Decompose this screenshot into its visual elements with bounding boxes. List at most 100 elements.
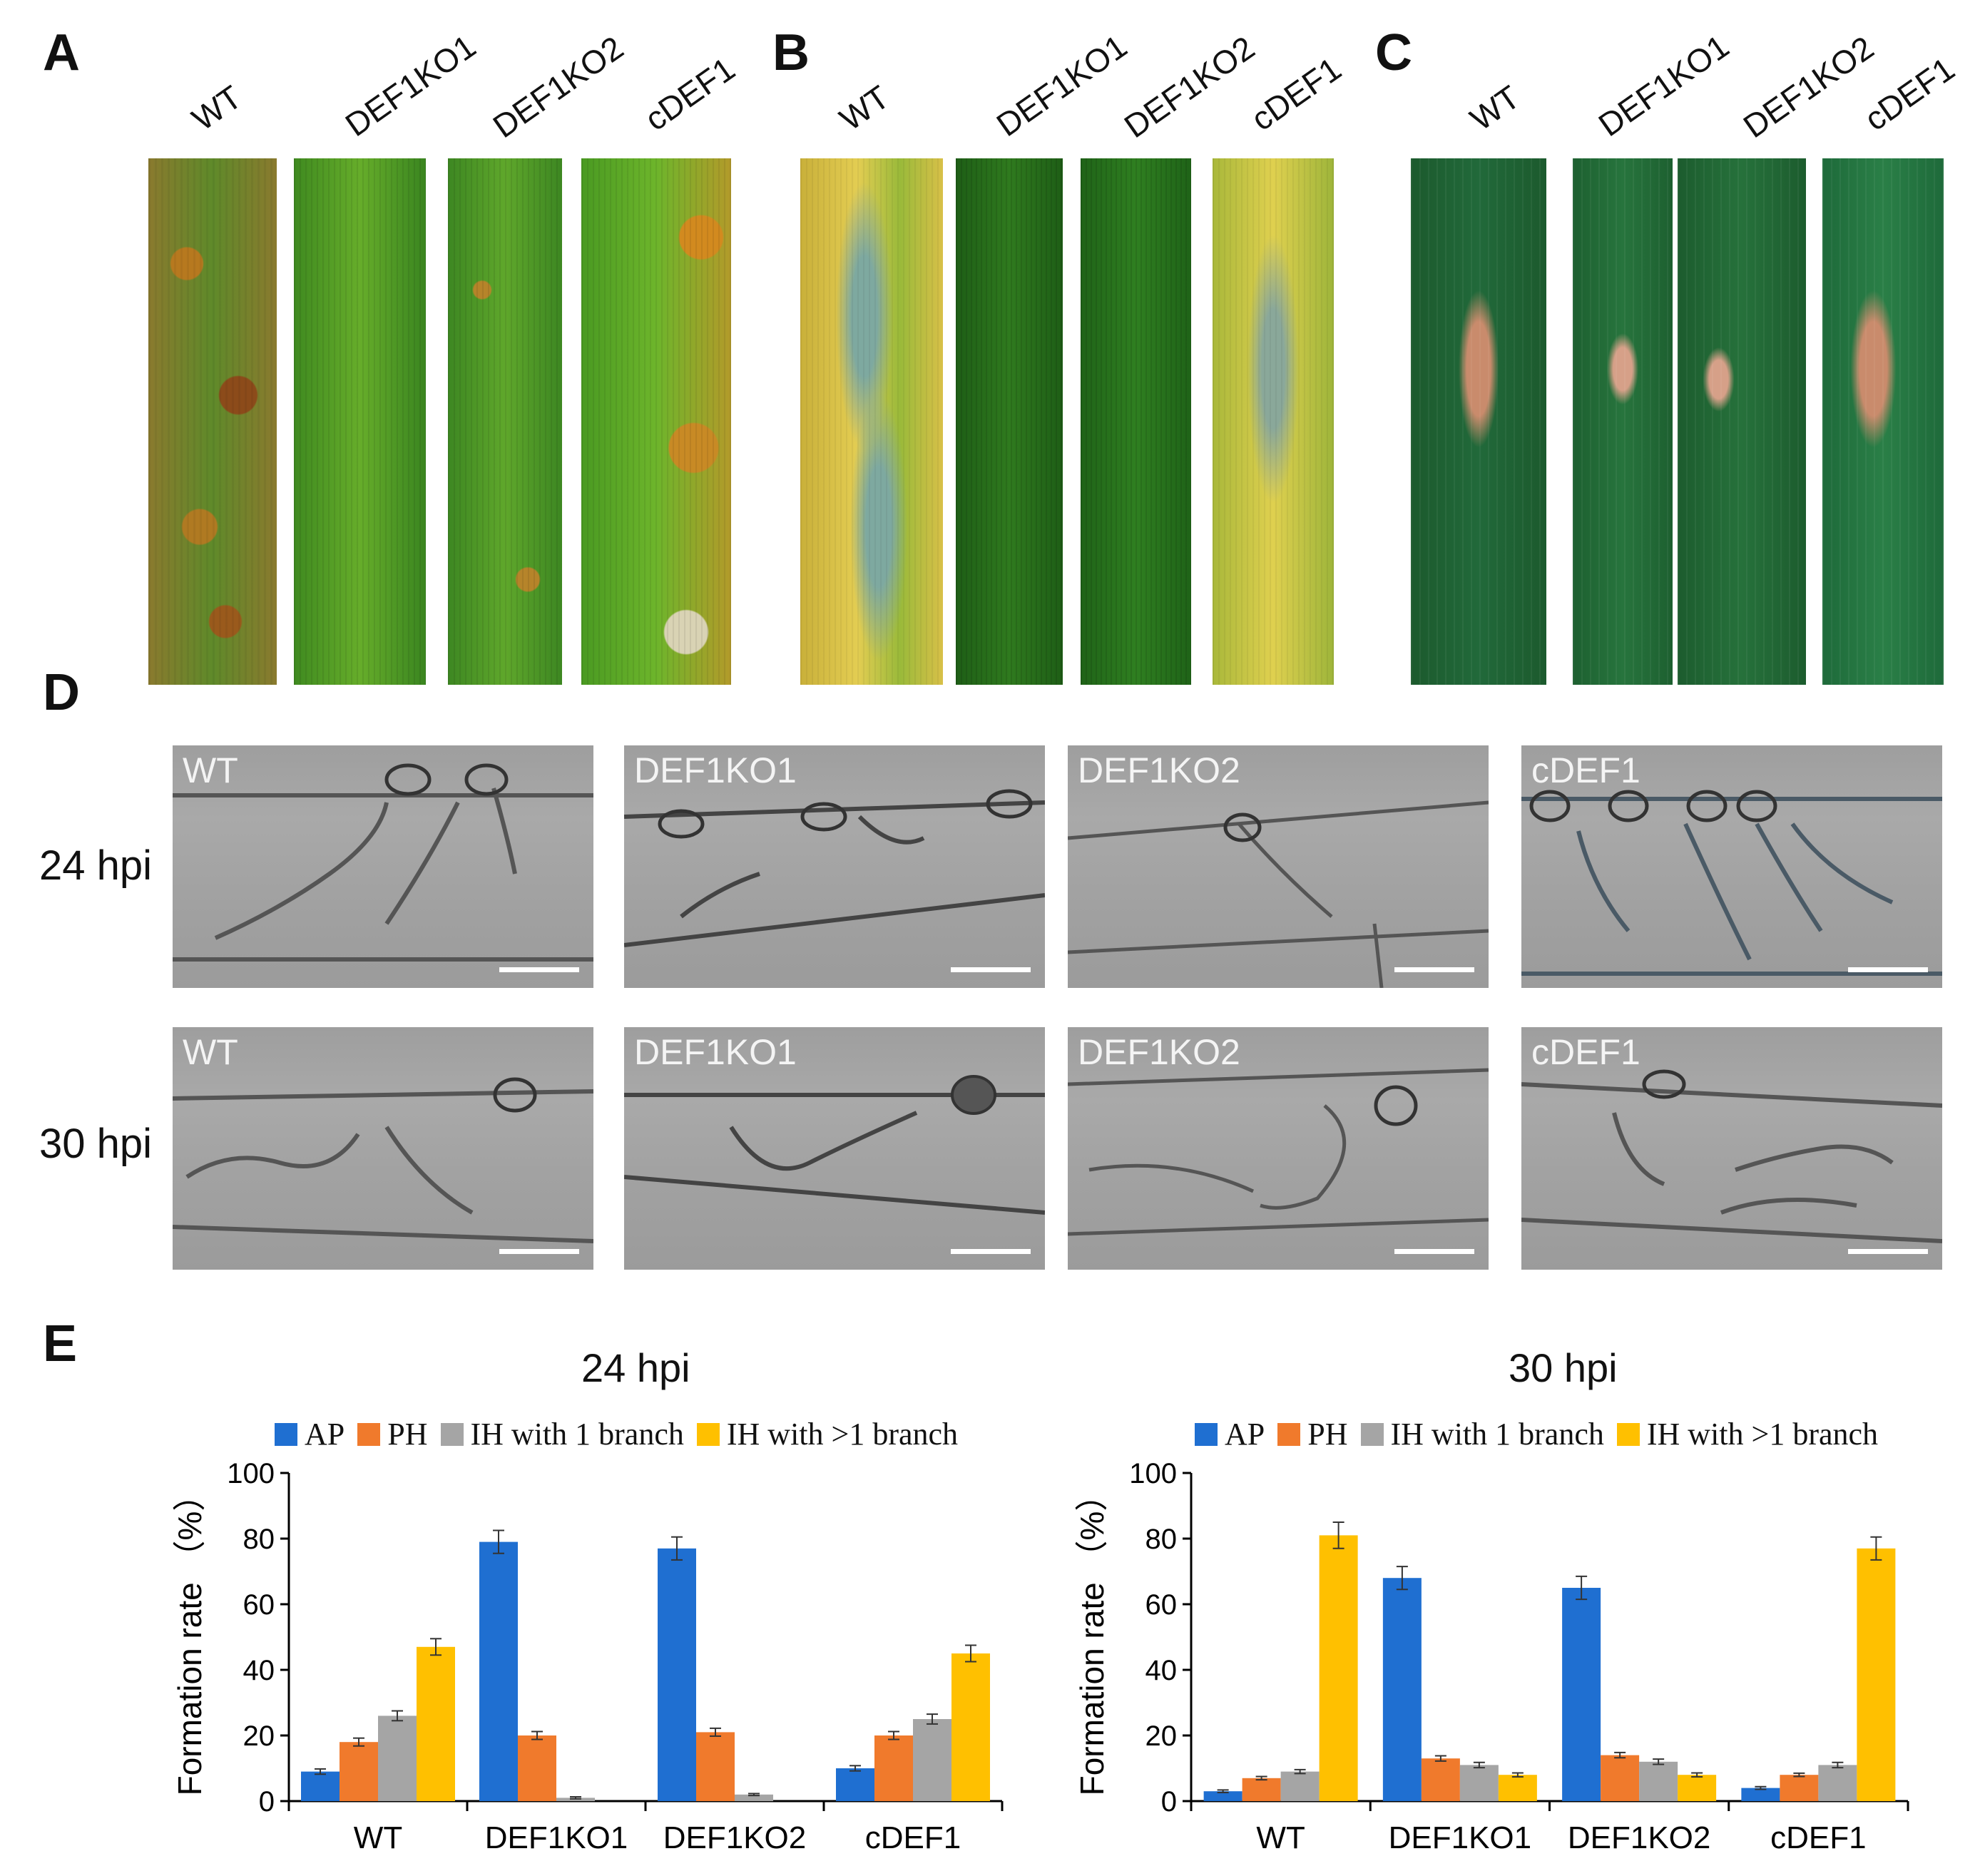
bar-ap-def1ko1 <box>1382 1578 1422 1801</box>
bar-ph-wt <box>340 1742 378 1801</box>
panel-c-label-wt: WT <box>1463 78 1527 138</box>
micrograph-label: DEF1KO2 <box>1078 750 1240 790</box>
bar-ap-wt <box>301 1771 340 1801</box>
bar-ih1-def1ko2 <box>735 1794 773 1801</box>
leaf-image-c-def1ko2 <box>1678 158 1806 685</box>
bar-ph-cdef1 <box>874 1735 913 1801</box>
legend-swatch-ph <box>357 1422 381 1446</box>
micrograph-24hpi-def1ko1: DEF1KO1 <box>624 745 1045 988</box>
scale-bar <box>1394 1249 1474 1254</box>
micrograph-label: cDEF1 <box>1531 750 1640 790</box>
bar-ih2-cdef1 <box>1857 1548 1896 1801</box>
hyphae-drawing <box>1068 1068 1489 1236</box>
micrograph-30hpi-cdef1: cDEF1 <box>1521 1027 1942 1270</box>
x-tick-label: cDEF1 <box>1770 1820 1866 1855</box>
legend-swatch-ih2 <box>696 1422 720 1446</box>
legend-swatch-ap <box>275 1422 297 1446</box>
chart-2-title: 30 hpi <box>1509 1345 1618 1390</box>
legend-label-ih1: IH with 1 branch <box>1390 1417 1604 1452</box>
hyphae-drawing <box>1068 800 1489 988</box>
y-tick-label: 100 <box>227 1458 275 1489</box>
legend-label-ih2: IH with >1 branch <box>726 1417 959 1452</box>
hyphae-drawing <box>173 1077 593 1243</box>
legend-label-ap: AP <box>305 1417 345 1452</box>
panel-b-label-cdef1: cDEF1 <box>1244 49 1348 138</box>
legend-item-ih1: IH with 1 branch <box>1360 1416 1604 1452</box>
legend-swatch-ih1 <box>1360 1422 1384 1446</box>
scale-bar <box>499 1249 579 1254</box>
x-tick-label: DEF1KO1 <box>485 1820 628 1855</box>
bar-ph-wt <box>1242 1778 1281 1801</box>
legend-swatch-ap <box>1195 1422 1218 1446</box>
bar-ih2-cdef1 <box>951 1653 990 1801</box>
y-tick-label: 60 <box>243 1589 275 1621</box>
scale-bar <box>1394 967 1474 972</box>
bar-ih1-cdef1 <box>1818 1765 1857 1801</box>
x-tick-label: WT <box>1256 1820 1305 1855</box>
panel-b-letter: B <box>772 24 810 81</box>
legend-label-ap: AP <box>1225 1417 1265 1452</box>
legend-item-ih2: IH with >1 branch <box>696 1416 959 1452</box>
legend-label-ih1: IH with 1 branch <box>470 1417 684 1452</box>
panel-b-label-def1ko2: DEF1KO2 <box>1117 29 1262 146</box>
bar-ih1-def1ko1 <box>1459 1765 1499 1801</box>
micrograph-24hpi-cdef1: cDEF1 <box>1521 745 1942 988</box>
micrograph-30hpi-wt: WT <box>173 1027 593 1270</box>
hyphae-drawing <box>173 763 593 962</box>
scale-bar <box>951 1249 1031 1254</box>
micrograph-30hpi-def1ko2: DEF1KO2 <box>1068 1027 1489 1270</box>
leaf-image-b-def1ko1 <box>956 158 1063 685</box>
panel-a-label-def1ko1: DEF1KO1 <box>338 27 483 144</box>
panel-a-label-cdef1: cDEF1 <box>638 49 742 138</box>
micrograph-label: DEF1KO2 <box>1078 1032 1240 1072</box>
leaf-image-a-wt <box>148 158 277 685</box>
scale-bar <box>951 967 1031 972</box>
panel-b-label-wt: WT <box>832 78 897 138</box>
y-tick-label: 40 <box>1145 1655 1178 1686</box>
chart-1: Formation rate （%） 0 20 40 60 80 100 WT DEF1KO1 D… <box>171 1458 1004 1855</box>
panel-a-label-wt: WT <box>185 78 249 138</box>
scale-bar <box>1848 1249 1928 1254</box>
legend-swatch-ih2 <box>1616 1422 1640 1446</box>
chart-2: Formation rate （%） 0 20 40 60 80 100 WT DEF1KO1 D… <box>1073 1458 1909 1855</box>
y-tick-label: 40 <box>243 1655 275 1686</box>
panel-c-label-def1ko1: DEF1KO1 <box>1591 27 1736 144</box>
hyphae-drawing <box>1521 790 1942 976</box>
row-label-30hpi: 30 hpi <box>39 1121 153 1167</box>
y-tick-label: 0 <box>1161 1786 1177 1818</box>
chart-1-legend: AP PH IH with 1 branch IH with >1 branch <box>275 1416 971 1452</box>
legend-label-ih2: IH with >1 branch <box>1646 1417 1879 1452</box>
legend-label-ph: PH <box>1307 1417 1348 1452</box>
x-tick-label: DEF1KO1 <box>1389 1820 1532 1855</box>
legend-item-ap: AP <box>1195 1416 1265 1452</box>
micrograph-label: WT <box>183 750 238 790</box>
micrograph-label: DEF1KO1 <box>634 750 797 790</box>
panel-c-label-def1ko2: DEF1KO2 <box>1736 29 1881 146</box>
row-label-24hpi: 24 hpi <box>39 842 153 889</box>
hyphae-drawing <box>624 1075 1045 1215</box>
legend-swatch-ph <box>1277 1422 1301 1446</box>
bar-ph-def1ko2 <box>1601 1755 1640 1801</box>
legend-swatch-ih1 <box>440 1422 464 1446</box>
y-tick-label: 0 <box>259 1786 275 1818</box>
leaf-image-a-def1ko1 <box>294 158 426 685</box>
leaf-image-a-cdef1 <box>581 158 731 685</box>
bar-ih1-def1ko2 <box>1639 1761 1678 1801</box>
panel-a-letter: A <box>43 24 80 81</box>
micrograph-24hpi-wt: WT <box>173 745 593 988</box>
panel-d-letter: D <box>43 664 80 721</box>
x-tick-label: DEF1KO2 <box>663 1820 807 1855</box>
y-tick-label: 60 <box>1145 1589 1178 1621</box>
leaf-image-c-wt <box>1411 158 1546 685</box>
bar-ih2-wt <box>1319 1535 1358 1801</box>
y-tick-label: 20 <box>243 1720 275 1752</box>
y-tick-label: 100 <box>1129 1458 1177 1489</box>
x-tick-label: WT <box>354 1820 402 1855</box>
bar-ap-wt <box>1203 1791 1242 1801</box>
panel-a-label-def1ko2: DEF1KO2 <box>486 29 631 146</box>
y-axis-label: Formation rate （%） <box>171 1479 208 1796</box>
micrograph-label: DEF1KO1 <box>634 1032 797 1072</box>
bar-ap-cdef1 <box>1741 1788 1780 1801</box>
micrograph-30hpi-def1ko1: DEF1KO1 <box>624 1027 1045 1270</box>
bar-ih2-wt <box>417 1646 455 1801</box>
